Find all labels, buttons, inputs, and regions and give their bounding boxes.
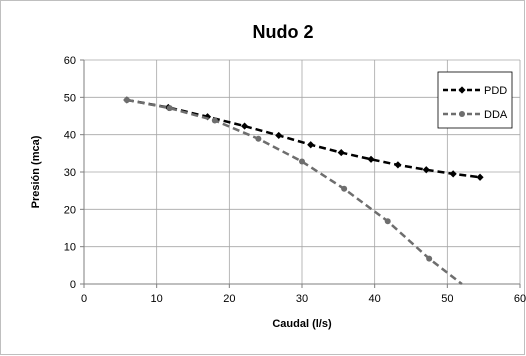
x-tick-label-1: 10: [151, 293, 163, 305]
legend-items: PDD DDA: [443, 85, 508, 121]
legend-box: [437, 71, 513, 129]
y-tick-label-0: 0: [70, 279, 76, 291]
data-point-dda-4: [299, 158, 305, 165]
chart-title: Nudo 2: [253, 22, 314, 42]
data-point-pdd-4: [275, 131, 283, 140]
data-point-dda-3: [255, 135, 262, 142]
x-tick-label-6: 60: [514, 293, 526, 305]
x-tick-label-5: 50: [441, 293, 453, 305]
data-point-dda-2: [211, 117, 218, 124]
data-point-pdd-11: [476, 173, 484, 181]
data-point-dda-1: [166, 105, 173, 112]
axis-layer: 0 10 20 30 40 50 60 0 10 20 30 40 50 60: [64, 55, 526, 305]
legend-label-pdd: PDD: [484, 85, 507, 97]
y-tick-label-4: 40: [64, 130, 76, 142]
y-axis-title: Presión (mca): [30, 135, 42, 208]
data-point-pdd-9: [422, 166, 430, 174]
data-point-dda-0: [123, 96, 130, 103]
data-point-dda-7: [426, 255, 433, 262]
y-tick-label-5: 50: [64, 92, 76, 104]
x-tick-label-0: 0: [81, 293, 87, 305]
data-point-dda-5: [341, 185, 348, 192]
series-line-dda: [126, 98, 463, 285]
y-tick-label-1: 10: [64, 242, 76, 254]
x-tick-label-3: 30: [296, 293, 308, 305]
data-point-pdd-7: [367, 155, 375, 163]
legend-label-dda: DDA: [484, 109, 508, 121]
legend-marker-dda: [459, 111, 465, 117]
data-point-dda-6: [384, 218, 391, 225]
series-line-pdd: [126, 98, 481, 179]
y-tick-label-3: 30: [64, 167, 76, 179]
data-point-pdd-10: [449, 170, 457, 178]
legend-marker-pdd: [458, 86, 466, 94]
data-point-pdd-5: [307, 141, 315, 149]
x-tick-label-4: 40: [369, 293, 381, 305]
data-point-pdd-8: [394, 161, 402, 169]
data-point-pdd-6: [337, 148, 345, 157]
legend: PDD DDA: [437, 71, 513, 129]
y-tick-label-2: 20: [64, 204, 76, 216]
series-layer: [123, 96, 484, 285]
data-point-pdd-3: [240, 122, 249, 130]
x-tick-label-2: 20: [223, 293, 235, 305]
y-tick-label-6: 60: [64, 55, 76, 67]
x-axis-title: Caudal (l/s): [272, 318, 332, 330]
